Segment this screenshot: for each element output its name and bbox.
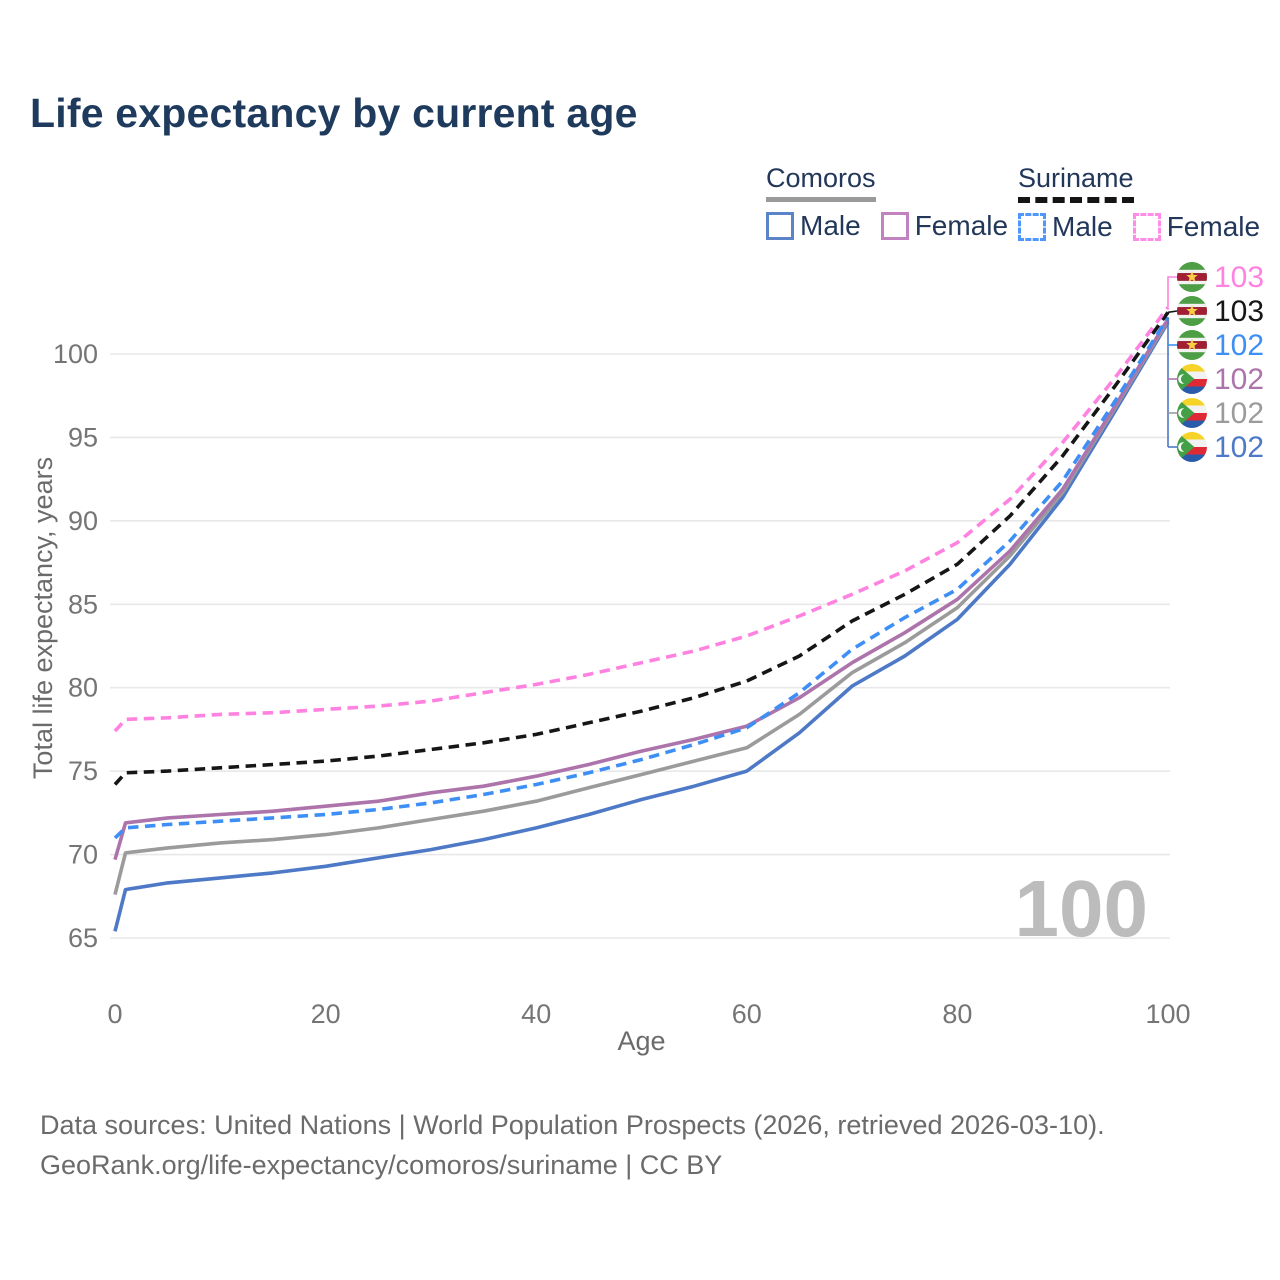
y-tick-label: 65 — [68, 923, 98, 953]
x-tick-label: 80 — [942, 999, 972, 1029]
legend-items-comoros: Male Female — [766, 210, 1008, 242]
suriname-flag-icon — [1177, 330, 1207, 360]
y-tick-label: 95 — [68, 422, 98, 452]
legend-item-suriname-male[interactable]: Male — [1018, 211, 1113, 243]
y-tick-label: 85 — [68, 589, 98, 619]
series-line-suriname-total — [113, 311, 1170, 786]
end-value-label: 103 — [1214, 261, 1264, 294]
comoros-flag-icon — [1177, 432, 1207, 462]
legend-country-label: Comoros — [766, 163, 876, 193]
legend-swatch-comoros-male-icon[interactable] — [766, 212, 794, 240]
page-title: Life expectancy by current age — [30, 90, 638, 136]
suriname-flag-icon — [1177, 296, 1207, 326]
legend-item-suriname-female[interactable]: Female — [1132, 211, 1261, 243]
legend-item-label: Female — [914, 210, 1009, 241]
legend-item-comoros-female[interactable]: Female — [880, 210, 1009, 242]
y-tick-label: 80 — [68, 673, 98, 703]
legend-country-comoros: Comoros — [766, 163, 876, 202]
end-value-label: 103 — [1214, 295, 1264, 328]
y-axis-title: Total life expectancy, years — [28, 457, 58, 779]
end-value-label: 102 — [1214, 363, 1264, 396]
comoros-flag-icon — [1177, 364, 1207, 394]
legend-group-suriname: Suriname Male Female — [1018, 163, 1260, 243]
legend-item-label: Male — [800, 210, 861, 241]
x-axis-title: Age — [617, 1026, 665, 1056]
series-line-suriname-male — [113, 316, 1170, 840]
legend: Comoros Male Female Suriname Male Female — [0, 163, 1280, 243]
y-tick-label: 100 — [53, 339, 98, 369]
x-tick-label: 100 — [1145, 999, 1190, 1029]
legend-country-suriname: Suriname — [1018, 163, 1134, 203]
comoros-flag-icon — [1177, 398, 1207, 428]
footer: Data sources: United Nations | World Pop… — [40, 1105, 1190, 1185]
legend-items-suriname: Male Female — [1018, 211, 1260, 243]
y-tick-label: 70 — [68, 840, 98, 870]
legend-swatch-comoros-female-icon[interactable] — [880, 212, 909, 240]
legend-country-label: Suriname — [1018, 163, 1134, 193]
footer-data-sources: Data sources: United Nations | World Pop… — [40, 1110, 1105, 1140]
legend-item-label: Male — [1052, 211, 1113, 242]
legend-swatch-suriname-male-icon[interactable] — [1018, 213, 1046, 241]
y-tick-label: 75 — [68, 756, 98, 786]
legend-group-comoros: Comoros Male Female — [766, 163, 1008, 242]
suriname-flag-icon — [1177, 262, 1207, 292]
end-value-label: 102 — [1214, 397, 1264, 430]
connector-suriname-female — [1167, 276, 1177, 308]
series-line-comoros-male — [113, 321, 1170, 932]
x-tick-label: 40 — [521, 999, 551, 1029]
y-tick-label: 90 — [68, 506, 98, 536]
legend-item-comoros-male[interactable]: Male — [766, 210, 861, 242]
age-counter-watermark: 100 — [1015, 864, 1148, 953]
end-value-label: 102 — [1214, 431, 1264, 464]
x-tick-label: 0 — [107, 999, 122, 1029]
end-value-label: 102 — [1214, 329, 1264, 362]
series-line-comoros-total — [113, 319, 1170, 896]
legend-swatch-suriname-female-icon[interactable] — [1132, 213, 1161, 241]
footer-attribution: GeoRank.org/life-expectancy/comoros/suri… — [40, 1150, 723, 1180]
x-tick-label: 20 — [311, 999, 341, 1029]
series-line-suriname-female — [113, 306, 1170, 733]
x-tick-label: 60 — [732, 999, 762, 1029]
legend-item-label: Female — [1166, 211, 1261, 242]
series-line-comoros-female — [113, 318, 1170, 861]
connector-suriname-total — [1167, 310, 1178, 314]
